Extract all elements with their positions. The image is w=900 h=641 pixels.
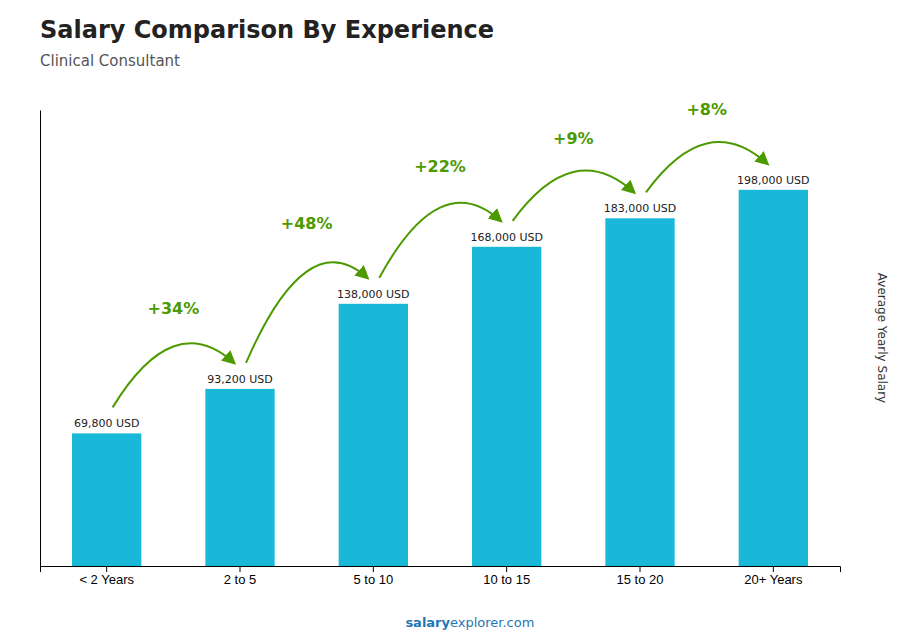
bar [605,218,674,566]
data-label: 69,800 USD [74,417,140,430]
x-tick-mark [640,566,641,572]
y-axis-title: Average Yearly Salary [875,273,889,403]
x-tick-mark [773,566,774,572]
annotation-arrow [246,262,367,363]
subtitle: Clinical Consultant [40,52,180,70]
x-axis-line [41,567,841,573]
data-label: 138,000 USD [337,288,410,301]
bar [205,389,274,566]
x-tick: 5 to 10 [353,566,393,587]
x-tick: 2 to 5 [224,566,257,587]
annotation-arrow [113,343,234,407]
chart: Salary Comparison By Experience Clinical … [0,0,900,641]
x-tick-label: 15 to 20 [617,572,664,587]
title: Salary Comparison By Experience [40,16,494,44]
x-tick: 10 to 15 [483,566,530,587]
y-axis [40,111,41,567]
footer: salaryexplorer.com [405,615,534,630]
x-tick-mark [106,566,107,572]
x-tick-label: 2 to 5 [224,572,257,587]
annotation: +9% [553,129,594,148]
x-tick: 20+ Years [744,566,803,587]
annotation: +34% [147,299,199,318]
data-labels: 69,800 USD 93,200 USD 138,000 USD 168,000 U… [74,174,810,431]
annotations: +34% +48% +22% +9% +8% [113,100,768,407]
annotation-arrow [379,203,500,278]
bar [739,190,808,566]
bar [72,433,141,566]
x-tick-label: 10 to 15 [483,572,530,587]
annotation-arrow [513,170,634,220]
x-tick-label: 5 to 10 [353,572,393,587]
footer-normal: explorer.com [450,615,534,630]
data-label: 93,200 USD [207,373,273,386]
data-label: 198,000 USD [737,174,810,187]
x-tick-label: < 2 Years [79,572,134,587]
x-tick-mark [373,566,374,572]
x-tick-label: 20+ Years [744,572,803,587]
annotation-arrow [646,142,767,192]
x-tick: < 2 Years [79,566,134,587]
annotation: +22% [414,157,466,176]
x-tick-mark [240,566,241,572]
x-tick-mark [506,566,507,572]
annotation: +8% [686,100,727,119]
data-label: 183,000 USD [604,202,677,215]
bar [339,304,408,566]
annotation: +48% [281,214,333,233]
bar [472,247,541,566]
y-axis-line [40,111,41,567]
x-tick: 15 to 20 [617,566,664,587]
bars [72,190,808,566]
x-axis: < 2 Years 2 to 5 5 to 10 10 to 15 15 to 20 20… [41,566,841,587]
data-label: 168,000 USD [470,231,543,244]
footer-bold: salary [405,615,450,630]
